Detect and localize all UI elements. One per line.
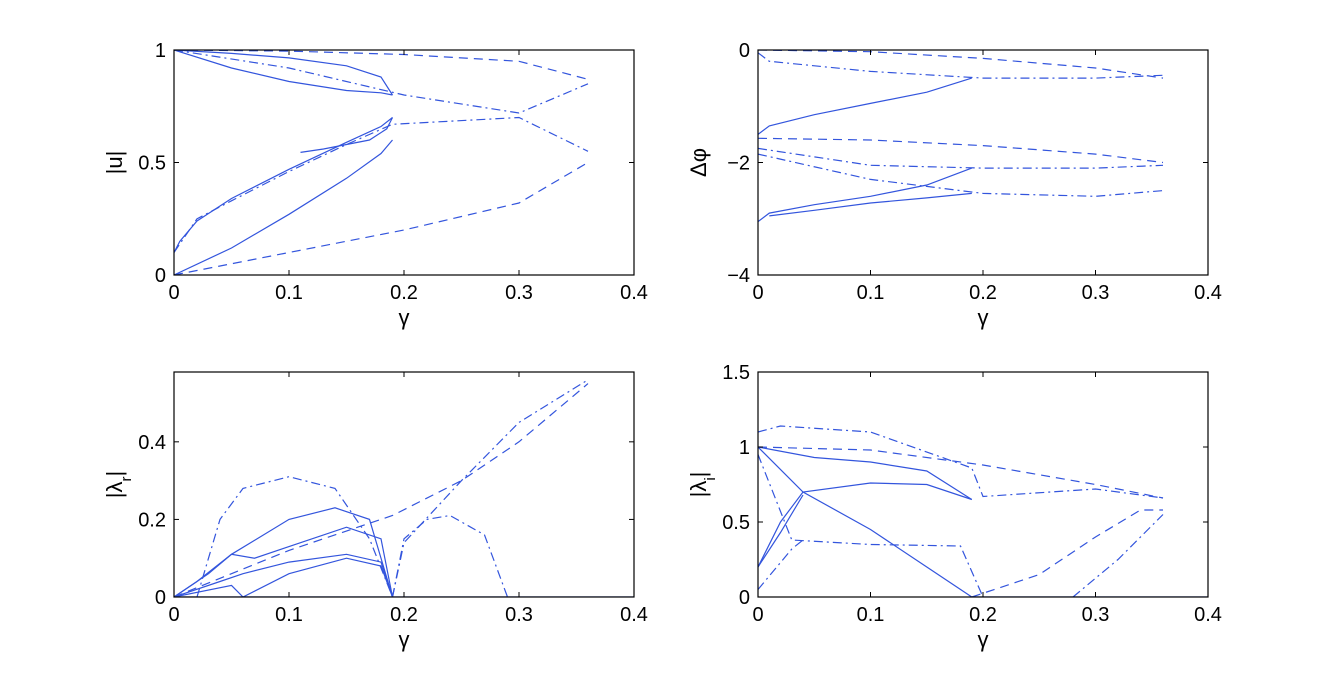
series-line-3 [174,553,394,597]
series-line-2 [174,50,393,96]
series-line-7 [174,116,589,253]
x-tick-label: 0.3 [505,282,533,304]
axes-frame [173,371,635,598]
chart-panel-2: 0 0.1 0.2 0.3 0.4 −4 −2 0 γ Δφ [686,40,1222,330]
series-line-6 [174,50,589,114]
series-line-9 [174,383,589,597]
series-line-9 [758,446,1164,499]
series-line-8 [758,137,1164,164]
x-axis-label: γ [978,305,989,330]
series-line-7 [758,50,1164,79]
y-axis-label: |λr| [102,471,135,498]
series-line-4 [174,557,394,597]
y-tick-label: 0 [739,587,750,609]
x-tick-label: 0.4 [620,282,648,304]
y-tick-label: 0.2 [138,509,166,531]
x-tick-label: 0.2 [390,604,418,626]
series-line-9 [174,161,589,275]
y-axis-label: |λi| [686,472,719,498]
series-line-5 [758,147,1164,169]
y-tick-label: −4 [727,265,750,287]
series-group [174,50,589,275]
y-tick-label: 0 [155,587,166,609]
series-line-10 [971,509,1163,597]
y-tick-label: 0.5 [138,153,166,175]
series-line-4 [758,494,804,568]
series-line-8 [391,514,509,597]
x-tick-label: 0.4 [1194,282,1222,304]
chart-panel-1: 0 0.1 0.2 0.3 0.4 0 0.5 1 γ |u| [102,40,648,330]
x-tick-label: 0 [168,604,179,626]
series-group [758,425,1208,597]
y-tick-label: 1.5 [722,362,750,384]
series-line-3 [174,117,393,253]
y-axis-label: |u| [102,151,127,175]
series-line-1 [758,446,973,501]
y-tick-label: −2 [727,153,750,175]
y-axis-label: Δφ [686,148,711,177]
series-line-3 [769,192,972,217]
x-axis-label: γ [978,627,989,652]
y-tick-label: 0 [155,265,166,287]
chart-panel-4: 0 0.1 0.2 0.3 0.4 0 0.5 1 1.5 γ |λi| [686,362,1222,652]
series-line-5 [758,425,1164,499]
x-tick-label: 0.1 [857,282,885,304]
x-axis-label: γ [399,305,410,330]
y-tick-label: 1 [155,40,166,62]
axes-frame [757,371,1209,598]
series-line-7 [758,539,804,590]
x-tick-label: 0.1 [857,604,885,626]
series-line-8 [174,50,589,80]
series-line-6 [758,153,1164,197]
chart-panel-3: 0 0.1 0.2 0.3 0.4 0 0.2 0.4 γ |λr| [102,371,648,652]
series-line-1 [174,50,394,96]
x-tick-label: 0.2 [390,282,418,304]
x-axis-label: γ [399,627,410,652]
x-tick-label: 0 [168,282,179,304]
series-line-4 [174,139,393,275]
x-tick-label: 0 [752,282,763,304]
series-line-2 [174,526,394,597]
x-tick-label: 0.3 [1082,604,1110,626]
series-line-6 [758,454,984,597]
series-line-2 [758,167,973,223]
y-tick-label: 0.4 [138,432,166,454]
series-line-2 [758,482,972,568]
x-tick-label: 0.1 [275,604,303,626]
series-group [758,50,1164,223]
series-line-1 [758,77,972,135]
y-tick-label: 0.5 [722,512,750,534]
series-group [174,379,634,597]
series-line-6 [196,476,394,597]
series-line-4 [758,52,1164,79]
x-tick-label: 0.4 [620,604,648,626]
series-line-7 [391,379,589,597]
series-line-8 [1072,514,1164,597]
y-tick-label: 0 [739,40,750,62]
x-tick-label: 0 [752,604,763,626]
x-tick-label: 0.1 [275,282,303,304]
axes-frame [757,49,1209,276]
series-line-3 [758,446,973,597]
x-tick-label: 0.3 [505,604,533,626]
x-tick-label: 0.4 [1194,604,1222,626]
series-line-5 [300,117,394,153]
x-tick-label: 0.2 [969,282,997,304]
y-tick-label: 1 [739,437,750,459]
x-tick-label: 0.2 [969,604,997,626]
x-tick-label: 0.3 [1082,282,1110,304]
